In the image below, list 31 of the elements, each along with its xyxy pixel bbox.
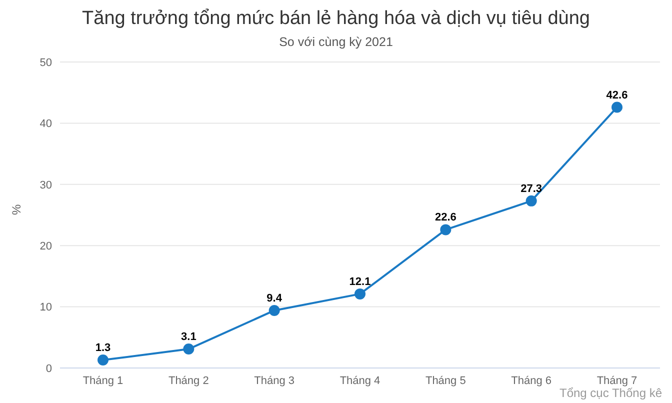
x-tick-label: Tháng 3 xyxy=(254,374,295,387)
x-tick-label: Tháng 5 xyxy=(425,374,466,387)
y-tick-label: 10 xyxy=(40,302,52,314)
point xyxy=(98,354,108,366)
y-tick-label: 0 xyxy=(46,362,52,375)
chart-title: Tăng trưởng tổng mức bán lẻ hàng hóa và dịch vụ tiêu dùng xyxy=(81,8,591,30)
data-label: 42.6 xyxy=(606,89,628,102)
point xyxy=(354,288,366,300)
x-tick-label: Tháng 6 xyxy=(511,374,552,387)
y-axis-title: % xyxy=(9,204,24,215)
data-label: 12.1 xyxy=(349,276,371,288)
data-label: 9.4 xyxy=(266,292,283,304)
data-label: 1.3 xyxy=(95,342,111,354)
y-tick-label: 20 xyxy=(40,240,52,253)
point xyxy=(440,224,452,236)
y-tick-label: 40 xyxy=(40,118,52,130)
y-tick-label: 30 xyxy=(40,179,52,192)
x-tick-label: Tháng 7 xyxy=(596,374,638,387)
chart-subtitle: So với cùng kỳ 2021 xyxy=(278,35,394,49)
point xyxy=(526,195,537,206)
point xyxy=(268,304,280,316)
x-tick-label: Tháng 1 xyxy=(82,374,124,387)
data-label: 3.1 xyxy=(181,331,196,344)
x-tick-label: Tháng 4 xyxy=(340,374,380,387)
data-label: 22.6 xyxy=(434,212,456,224)
x-tick-label: Tháng 2 xyxy=(168,374,209,387)
y-tick-label: 50 xyxy=(40,56,52,69)
data-label: 27.3 xyxy=(520,182,542,195)
point xyxy=(183,344,194,355)
point xyxy=(612,102,622,113)
text: Tổng cục Thống kê xyxy=(559,386,662,400)
